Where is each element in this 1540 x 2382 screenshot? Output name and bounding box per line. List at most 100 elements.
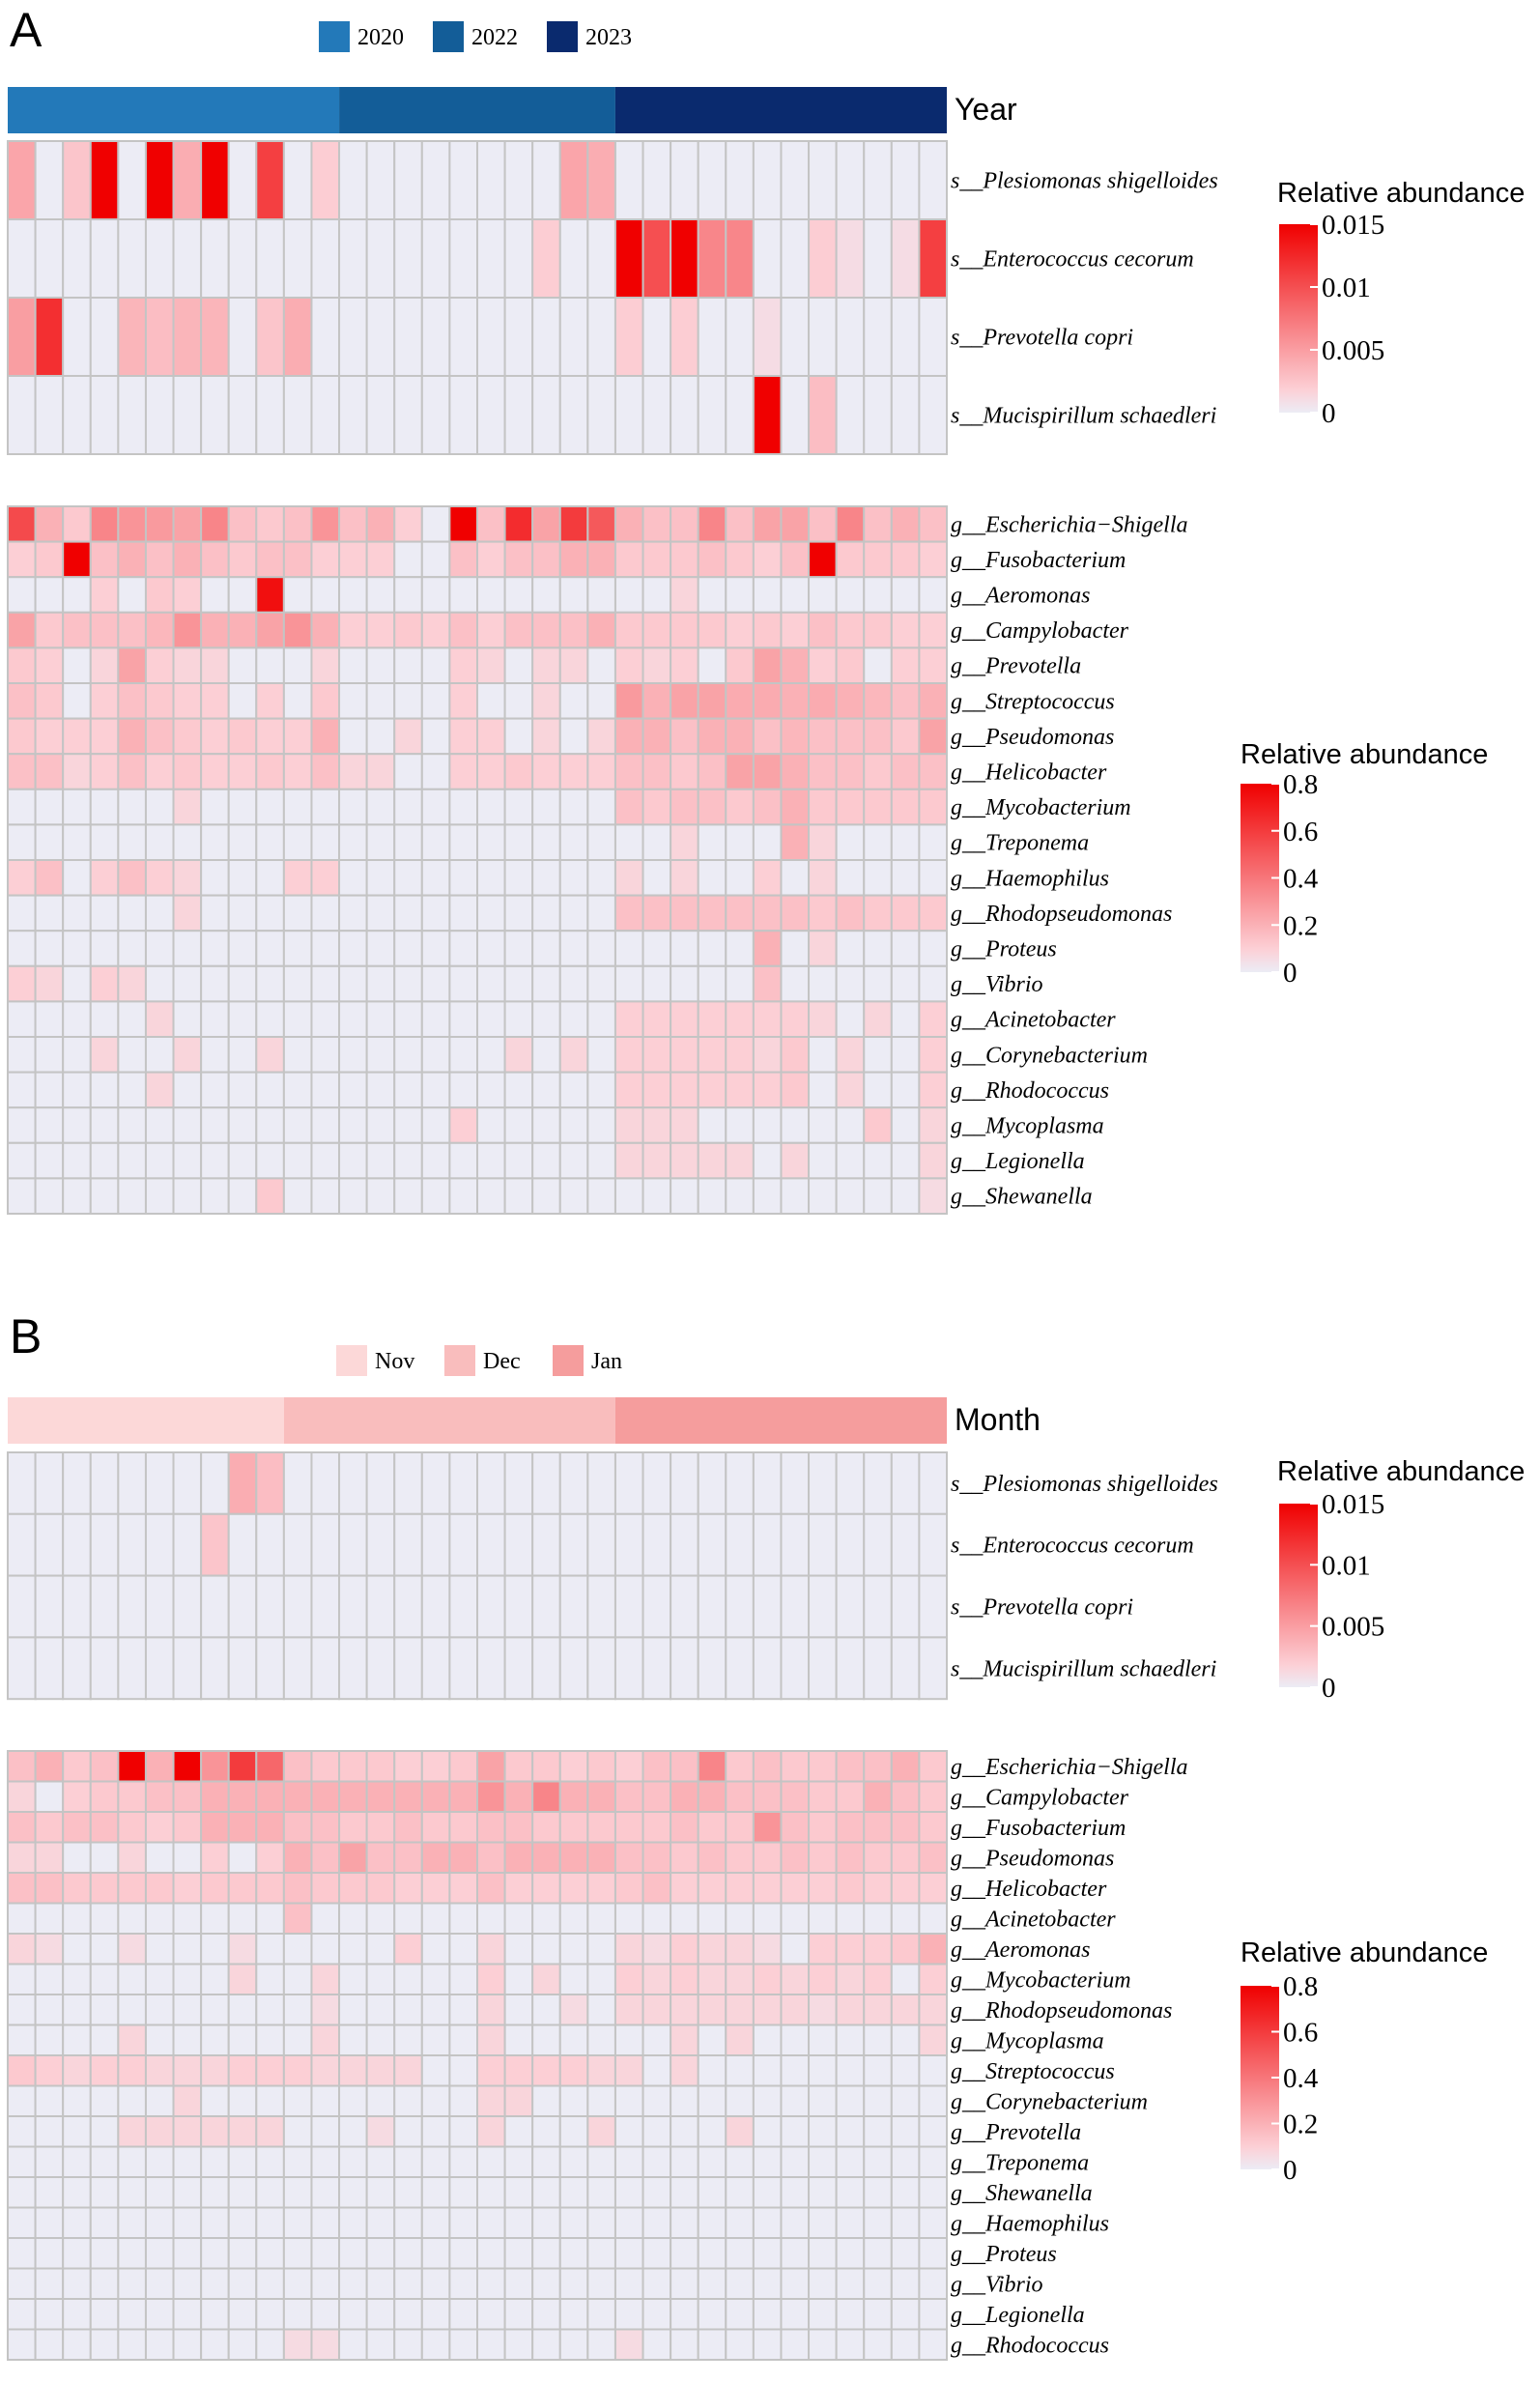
heatmap-cell bbox=[476, 2176, 506, 2209]
heatmap-cell bbox=[34, 1872, 65, 1905]
heatmap-cell bbox=[586, 576, 616, 614]
heatmap-cell bbox=[752, 1933, 783, 1966]
heatmap-cell bbox=[310, 2206, 341, 2239]
heatmap-cell bbox=[34, 2084, 65, 2117]
heatmap-cell bbox=[200, 1872, 230, 1905]
heatmap-cell bbox=[670, 375, 699, 455]
heatmap-cell bbox=[255, 140, 285, 220]
heatmap-cell bbox=[117, 1872, 147, 1905]
heatmap-cell bbox=[697, 930, 727, 967]
annotation-bar: Month bbox=[8, 1397, 1041, 1444]
heatmap-cell bbox=[62, 297, 92, 377]
heatmap-cell bbox=[613, 1933, 644, 1966]
row-label: s__Mucispirillum schaedleri bbox=[951, 1656, 1216, 1681]
heatmap-cell bbox=[697, 1574, 727, 1639]
heatmap-cell bbox=[835, 1841, 866, 1874]
heatmap-cell bbox=[282, 2023, 313, 2056]
heatmap-cell bbox=[808, 505, 838, 543]
heatmap-cell bbox=[7, 1994, 37, 2026]
heatmap-cell bbox=[282, 930, 313, 967]
heatmap-cell bbox=[144, 2054, 175, 2087]
heatmap-cell bbox=[448, 375, 479, 455]
heatmap-cell bbox=[7, 1811, 37, 1844]
heatmap-cell bbox=[918, 2328, 948, 2361]
heatmap-cell bbox=[863, 2054, 893, 2087]
row-label: g__Streptococcus bbox=[951, 689, 1115, 714]
heatmap-cell bbox=[420, 1750, 451, 1783]
heatmap-cell bbox=[558, 646, 589, 685]
heatmap-cell bbox=[808, 859, 838, 897]
heatmap-cell bbox=[780, 682, 811, 720]
heatmap-cell bbox=[780, 1841, 811, 1874]
heatmap-cell bbox=[89, 1451, 120, 1515]
heatmap-cell bbox=[725, 2023, 755, 2056]
heatmap-cell bbox=[558, 140, 589, 220]
heatmap-cell bbox=[808, 2176, 838, 2209]
heatmap-cell bbox=[586, 1780, 616, 1813]
heatmap-cell bbox=[117, 788, 147, 826]
heatmap-cell bbox=[227, 1841, 258, 1874]
heatmap-cell bbox=[200, 823, 230, 862]
heatmap-cell bbox=[531, 2298, 561, 2331]
heatmap-cell bbox=[780, 218, 811, 299]
heatmap-cell bbox=[752, 1902, 783, 1935]
heatmap-cell bbox=[420, 2237, 451, 2270]
heatmap-cell bbox=[448, 1451, 479, 1515]
heatmap-cell bbox=[558, 2237, 589, 2270]
row-label: g__Rhodococcus bbox=[951, 2333, 1109, 2358]
heatmap-cell bbox=[282, 218, 313, 299]
heatmap-cell bbox=[62, 576, 92, 614]
heatmap-cell bbox=[558, 1780, 589, 1813]
heatmap-cell bbox=[780, 2115, 811, 2148]
heatmap-cell bbox=[420, 2176, 451, 2209]
heatmap-cell bbox=[697, 2298, 727, 2331]
heatmap-cell bbox=[255, 1451, 285, 1515]
heatmap-cell bbox=[117, 611, 147, 649]
heatmap-cell bbox=[808, 930, 838, 967]
heatmap-cell bbox=[393, 1872, 423, 1905]
heatmap-cell bbox=[200, 2328, 230, 2361]
heatmap-cell bbox=[365, 1780, 396, 1813]
heatmap-cell bbox=[448, 2298, 479, 2331]
heatmap-cell bbox=[172, 2206, 203, 2239]
heatmap-cell bbox=[117, 1963, 147, 1995]
heatmap-cell bbox=[697, 646, 727, 685]
heatmap-cell bbox=[890, 1902, 921, 1935]
heatmap-cell bbox=[476, 930, 506, 967]
heatmap-cell bbox=[144, 1902, 175, 1935]
heatmap-cell bbox=[62, 505, 92, 543]
colorbar-tick-label: 0.015 bbox=[1322, 1489, 1384, 1520]
heatmap-cell bbox=[725, 1963, 755, 1995]
heatmap-cell bbox=[62, 1036, 92, 1074]
heatmap-cell bbox=[227, 894, 258, 933]
heatmap-cell bbox=[613, 788, 644, 826]
heatmap-cell bbox=[62, 2176, 92, 2209]
heatmap-cell bbox=[62, 140, 92, 220]
heatmap-cell bbox=[310, 576, 341, 614]
heatmap-cell bbox=[531, 540, 561, 579]
heatmap-cell bbox=[282, 682, 313, 720]
heatmap-cell bbox=[890, 1872, 921, 1905]
heatmap-cell bbox=[62, 218, 92, 299]
heatmap-cell bbox=[144, 576, 175, 614]
heatmap-cell bbox=[752, 576, 783, 614]
heatmap-cell bbox=[531, 2145, 561, 2178]
heatmap-cell bbox=[642, 2237, 672, 2270]
heatmap-cell bbox=[863, 297, 893, 377]
heatmap-cell bbox=[62, 2267, 92, 2300]
heatmap-cell bbox=[476, 1750, 506, 1783]
heatmap-cell bbox=[310, 1902, 341, 1935]
row-label: g__Shewanella bbox=[951, 1185, 1093, 1210]
heatmap-cell bbox=[448, 218, 479, 299]
heatmap-cell bbox=[503, 682, 534, 720]
heatmap-cell bbox=[670, 1071, 699, 1109]
heatmap-cell bbox=[531, 1106, 561, 1144]
heatmap-cell bbox=[808, 788, 838, 826]
heatmap-cell bbox=[752, 1811, 783, 1844]
heatmap-cell bbox=[613, 1574, 644, 1639]
heatmap-cell bbox=[338, 505, 368, 543]
row-label: g__Aeromonas bbox=[951, 1937, 1090, 1963]
heatmap-cell bbox=[200, 1750, 230, 1783]
